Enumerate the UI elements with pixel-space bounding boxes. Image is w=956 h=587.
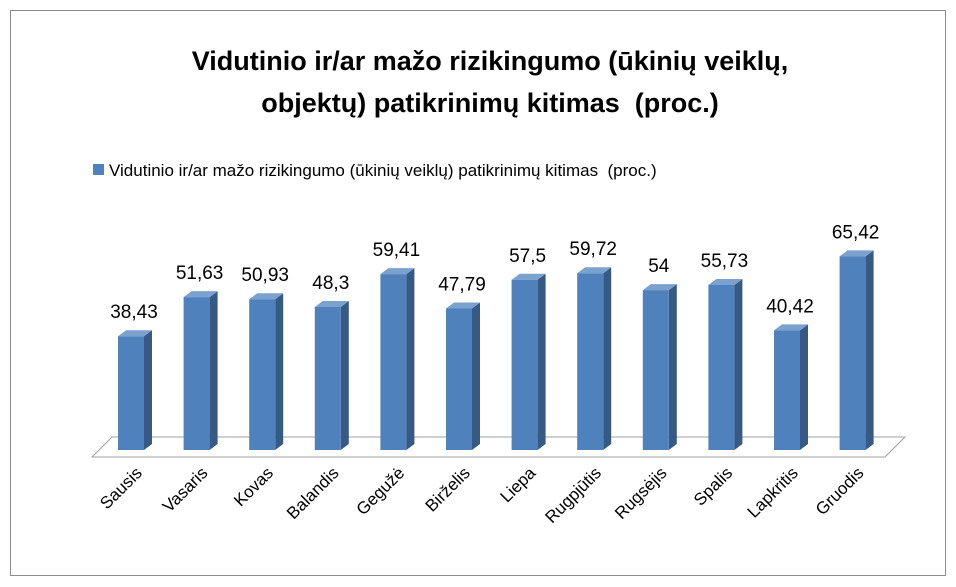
- bar: [511, 273, 546, 450]
- bar-side: [865, 250, 874, 450]
- legend-label: Vidutinio ir/ar mažo rizikingumo (ūkinių…: [109, 161, 657, 180]
- bar: [249, 293, 284, 450]
- bar-side: [603, 267, 612, 450]
- bar-side: [668, 284, 677, 450]
- chart-title: objektų) patikrinimų kitimas (proc.): [261, 88, 719, 118]
- bar: [118, 330, 152, 450]
- bar-top: [774, 324, 808, 331]
- bar-front: [249, 299, 276, 450]
- bar-top: [511, 273, 546, 280]
- bar: [642, 284, 677, 450]
- bar-top: [183, 291, 218, 298]
- floor: [90, 436, 907, 458]
- bar-front: [839, 256, 866, 450]
- bar: [380, 268, 415, 450]
- bar-top: [642, 284, 677, 291]
- chart-title: Vidutinio ir/ar mažo rizikingumo (ūkinių…: [192, 46, 789, 76]
- legend-swatch: [93, 164, 104, 175]
- data-label: 54: [648, 256, 670, 277]
- bar: [577, 267, 612, 450]
- bar: [839, 250, 874, 450]
- bar-side: [800, 324, 808, 450]
- bar-side: [734, 279, 743, 450]
- bar-front: [774, 330, 800, 450]
- data-label: 50,93: [241, 265, 289, 286]
- data-label: 38,43: [110, 302, 158, 323]
- bar-side: [472, 302, 480, 450]
- bar-front: [314, 307, 341, 450]
- bar-side: [340, 301, 349, 450]
- data-label: 40,42: [766, 296, 814, 317]
- bar-front: [511, 279, 538, 450]
- bar: [446, 302, 480, 450]
- data-label: 59,72: [569, 239, 617, 260]
- data-label: 55,73: [701, 251, 749, 272]
- bar-top: [314, 301, 349, 308]
- bar-front: [446, 308, 472, 450]
- data-label: 48,3: [312, 273, 349, 294]
- bar-front: [183, 297, 210, 450]
- bar: [774, 324, 808, 450]
- bar-top: [446, 302, 480, 309]
- bar-front: [577, 273, 604, 450]
- chart-frame: [10, 10, 946, 576]
- bar: [708, 279, 743, 450]
- bar-top: [380, 268, 415, 275]
- bar-side: [537, 273, 546, 450]
- bar: [314, 301, 349, 450]
- bar-front: [118, 336, 144, 450]
- bar-side: [209, 291, 218, 450]
- bar-front: [708, 285, 735, 450]
- bar-top: [839, 250, 874, 257]
- bar-top: [249, 293, 284, 300]
- bar-side: [144, 330, 152, 450]
- bar-top: [118, 330, 152, 337]
- data-label: 57,5: [509, 246, 546, 267]
- data-label: 47,79: [438, 275, 486, 296]
- bar: [183, 291, 218, 450]
- data-label: 51,63: [176, 263, 224, 284]
- bar-side: [275, 293, 284, 450]
- bar-front: [380, 274, 407, 450]
- data-label: 65,42: [832, 222, 880, 243]
- bar-top: [708, 279, 743, 286]
- data-label: 59,41: [373, 240, 421, 261]
- bar-side: [406, 268, 415, 450]
- bar-top: [577, 267, 612, 274]
- bar-front: [642, 290, 669, 450]
